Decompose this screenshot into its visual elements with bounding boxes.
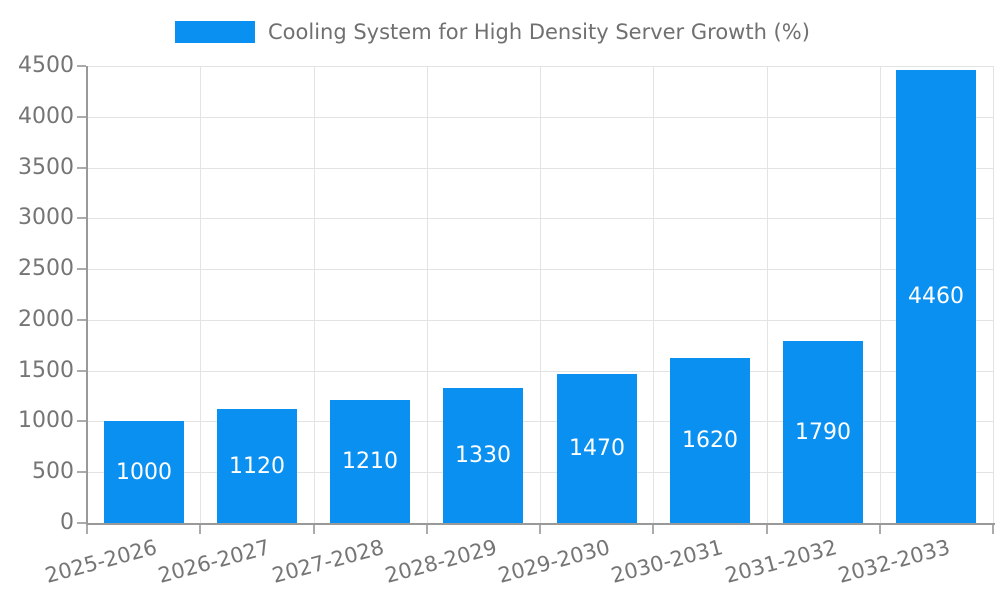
bar-value-label: 4460: [908, 284, 964, 309]
x-tick: [86, 525, 88, 534]
bar-value-label: 1330: [455, 443, 511, 468]
y-tick-label: 2500: [18, 256, 74, 281]
v-gridline: [880, 66, 881, 523]
bar-value-label: 1620: [682, 428, 738, 453]
x-tick: [199, 525, 201, 534]
x-tick-label: 2032-2033: [835, 535, 953, 588]
x-tick: [652, 525, 654, 534]
y-tick-label: 3500: [18, 155, 74, 180]
bar-value-label: 1790: [795, 419, 851, 445]
bar-value-label: 1000: [116, 459, 172, 485]
y-tick: [77, 522, 86, 524]
y-tick-label: 1500: [18, 358, 74, 383]
v-gridline: [200, 66, 201, 523]
y-tick: [77, 65, 86, 67]
y-tick-label: 2000: [18, 307, 74, 332]
v-gridline: [540, 66, 541, 523]
x-tick: [539, 525, 541, 534]
bar: 4460: [896, 70, 976, 523]
bar: 1330: [443, 388, 523, 523]
y-tick-label: 0: [60, 510, 74, 535]
bar: 1210: [330, 400, 410, 523]
y-tick: [77, 370, 86, 372]
chart-legend: Cooling System for High Density Server G…: [175, 20, 810, 44]
y-tick-label: 500: [32, 459, 74, 484]
y-tick-label: 4500: [18, 53, 74, 78]
y-tick-label: 3000: [18, 205, 74, 230]
bar-value-label: 1470: [569, 436, 625, 461]
x-tick-label: 2025-2026: [42, 535, 160, 588]
v-gridline: [993, 66, 994, 523]
y-tick: [77, 471, 86, 473]
x-tick-label: 2031-2032: [722, 535, 840, 588]
x-tick: [879, 525, 881, 534]
y-tick: [77, 319, 86, 321]
bar: 1790: [783, 341, 863, 523]
v-gridline: [653, 66, 654, 523]
x-tick-label: 2027-2028: [269, 535, 387, 588]
x-tick-label: 2029-2030: [495, 535, 613, 588]
v-gridline: [767, 66, 768, 523]
bar: 1620: [670, 358, 750, 523]
v-gridline: [314, 66, 315, 523]
x-tick-label: 2028-2029: [382, 535, 500, 588]
y-tick: [77, 217, 86, 219]
bar: 1470: [557, 374, 637, 523]
legend-swatch: [175, 21, 255, 43]
chart-title: Cooling System for High Density Server G…: [268, 20, 810, 44]
x-tick-label: 2030-2031: [609, 535, 726, 588]
x-tick: [313, 525, 315, 534]
bar-value-label: 1210: [342, 449, 398, 474]
x-tick-label: 2026-2027: [156, 535, 273, 588]
v-gridline: [427, 66, 428, 523]
x-tick: [992, 525, 994, 534]
x-axis-line: [86, 523, 995, 525]
x-tick: [426, 525, 428, 534]
bar: 1000: [104, 421, 184, 523]
y-tick: [77, 116, 86, 118]
x-tick: [766, 525, 768, 534]
bar-value-label: 1120: [229, 453, 285, 479]
y-tick-label: 1000: [18, 408, 74, 433]
y-tick: [77, 268, 86, 270]
y-tick: [77, 420, 86, 422]
y-tick: [77, 167, 86, 169]
y-axis-line: [86, 66, 88, 525]
bar: 1120: [217, 409, 297, 523]
y-tick-label: 4000: [18, 104, 74, 129]
